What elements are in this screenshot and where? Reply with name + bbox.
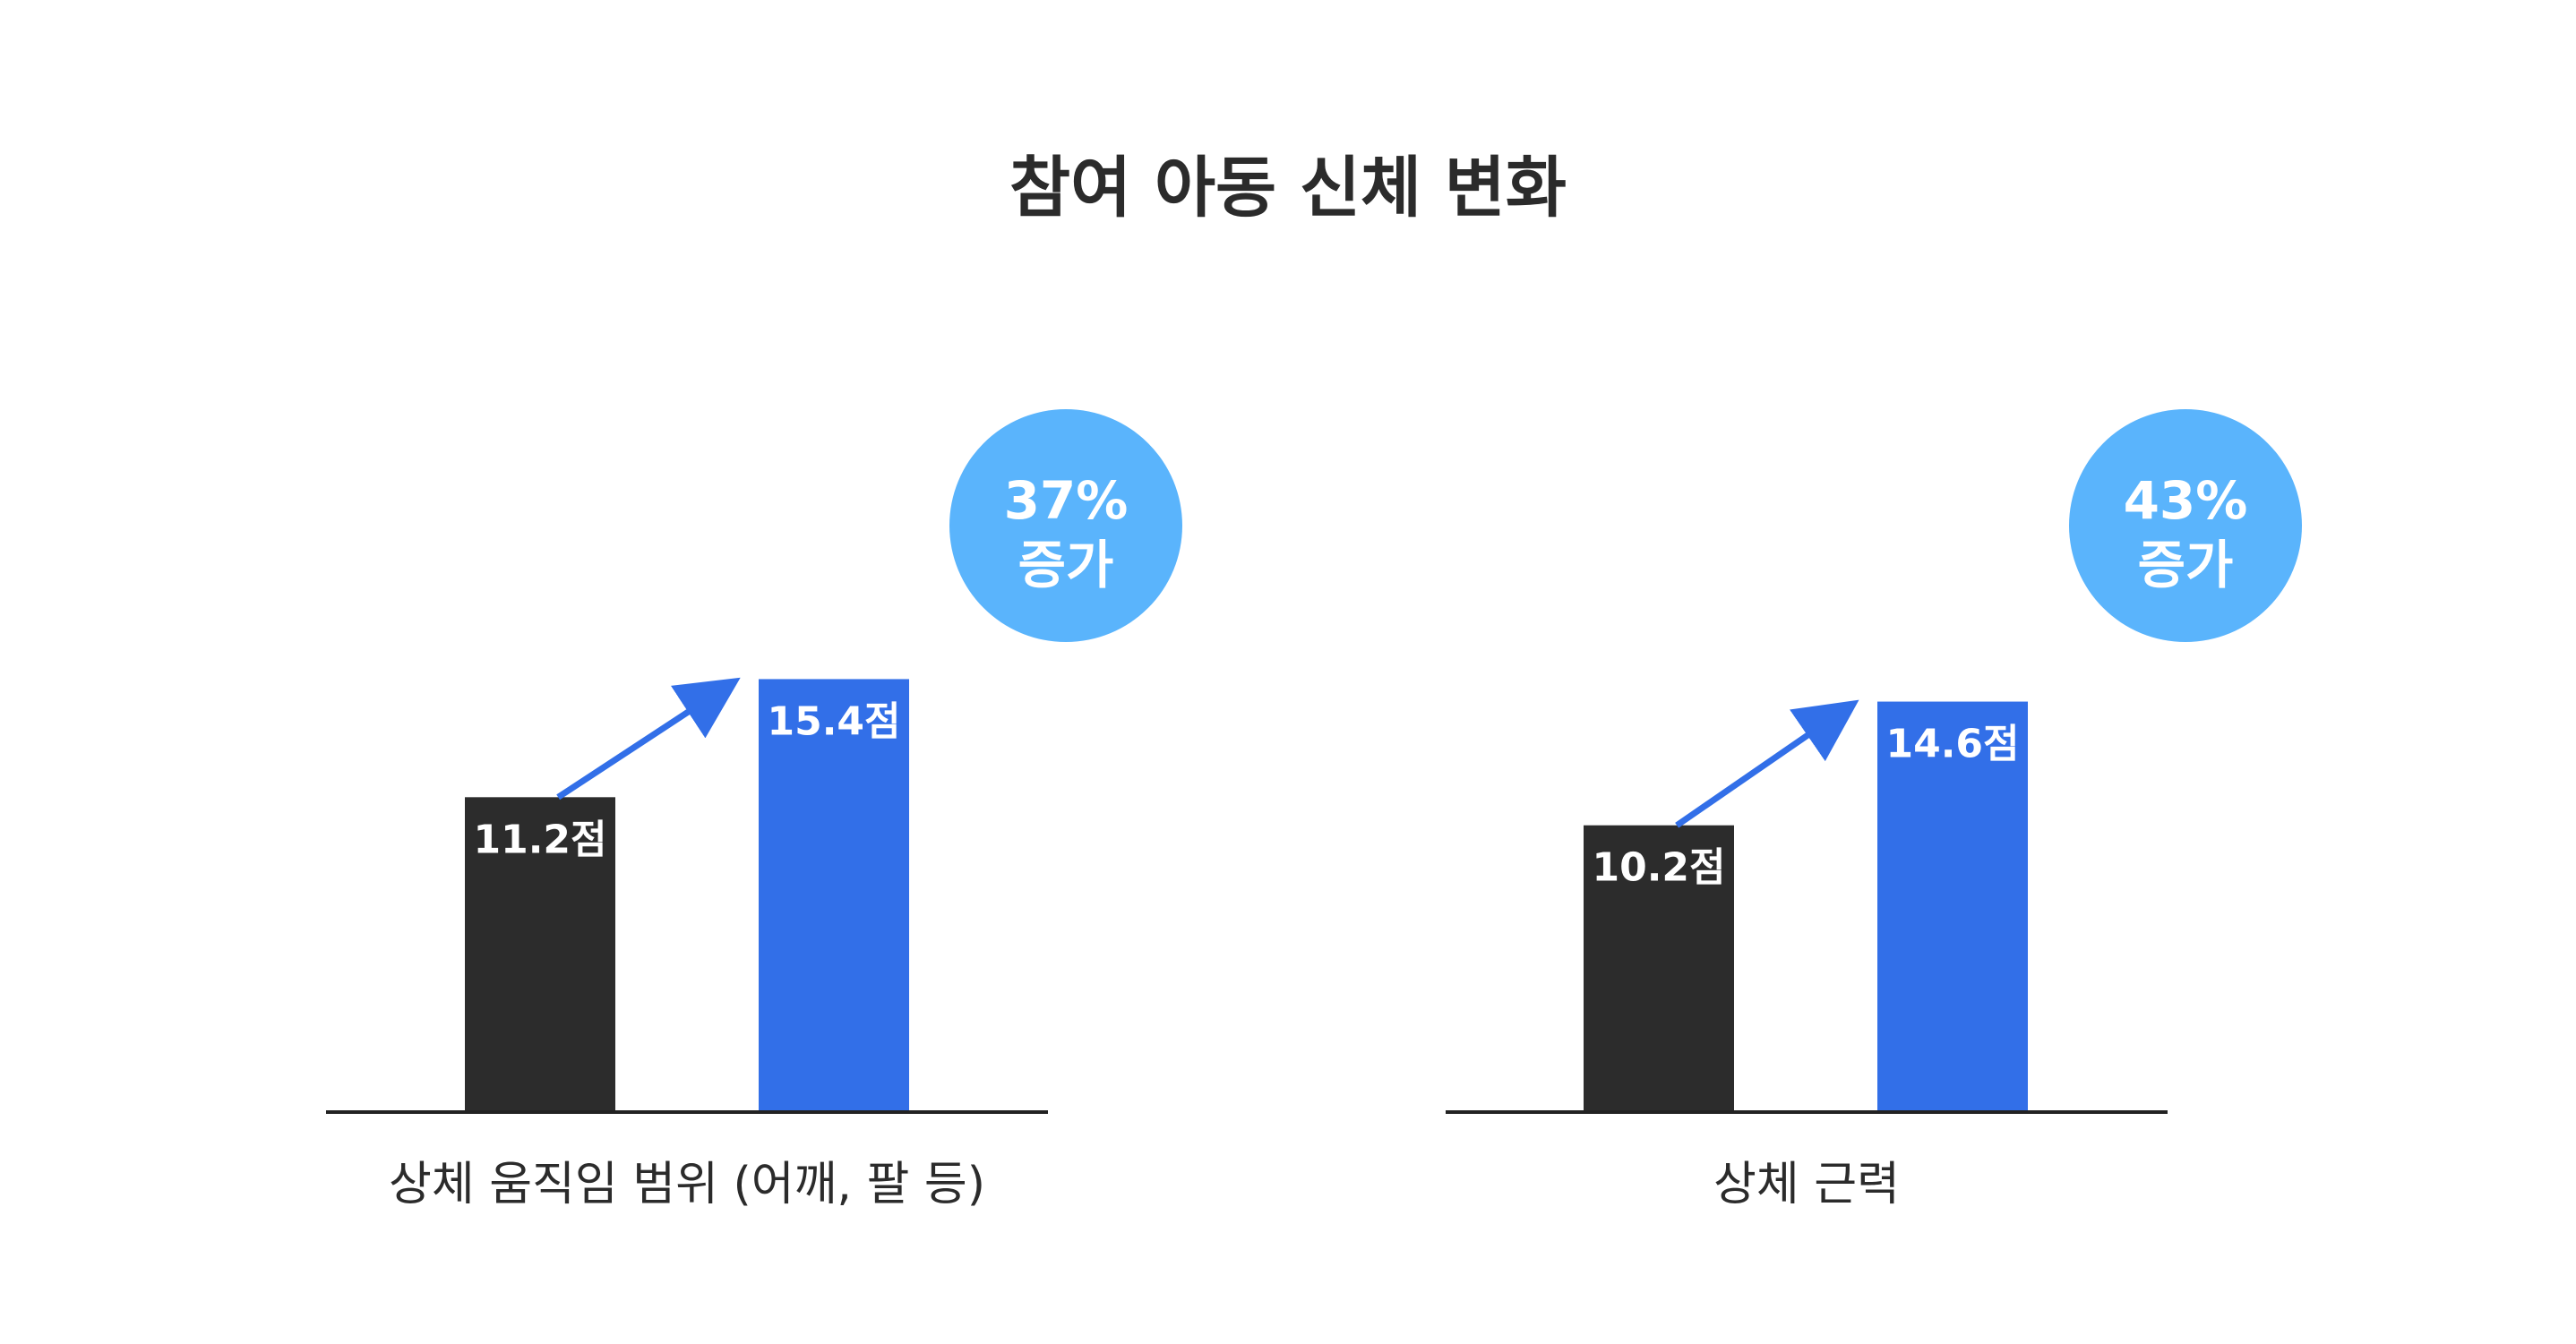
category-label: 상체 움직임 범위 (어깨, 팔 등) [389,1158,985,1211]
change-word: 증가 [2138,535,2234,595]
bar-before [465,797,615,1112]
bar-after-label: 15.4점 [767,698,900,744]
change-badge [949,409,1182,642]
bar-before-label: 11.2점 [473,817,606,862]
change-percent: 43% [2124,470,2248,531]
change-word: 증가 [1018,535,1114,595]
change-percent: 37% [1004,470,1129,531]
bar-after [759,679,909,1112]
bar-after-label: 14.6점 [1885,722,2019,767]
chart-title: 참여 아동 신체 변화 [1009,150,1567,227]
category-label: 상체 근력 [1713,1158,1900,1211]
bar-after [1877,701,2028,1112]
increase-arrow [1675,699,1859,828]
change-badge [2069,409,2302,642]
increase-arrow [556,677,741,800]
bar-before [1584,825,1734,1112]
bar-before-label: 10.2점 [1592,845,1725,891]
